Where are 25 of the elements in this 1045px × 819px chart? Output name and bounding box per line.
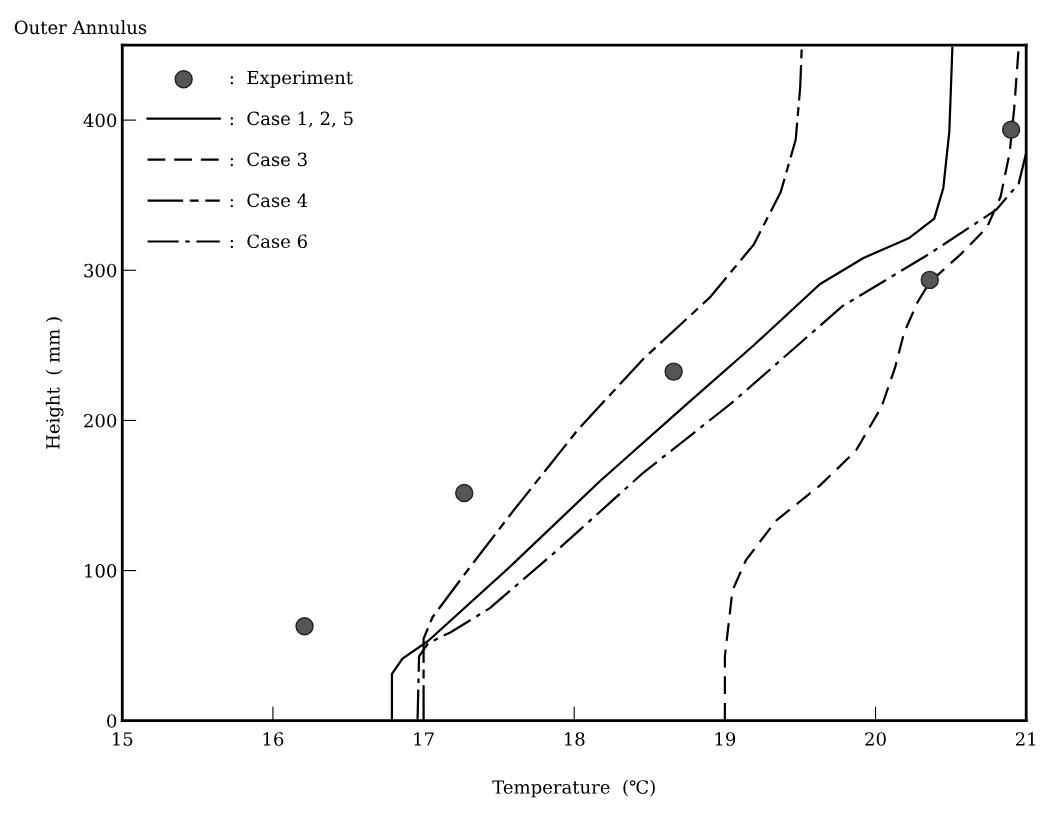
y-tick-label: 300	[84, 263, 117, 278]
point	[920, 270, 939, 290]
point	[455, 483, 474, 503]
legend-label: : Experiment	[230, 70, 353, 88]
x-tick-label: 18	[564, 732, 585, 746]
point	[664, 362, 683, 381]
legend-label: : Case 1, 2, 5	[230, 111, 353, 128]
point	[1001, 120, 1021, 139]
legend-label: : Case 6	[230, 234, 307, 249]
x-tick-label: 15	[112, 732, 133, 746]
y-tick-label: 200	[84, 413, 117, 428]
y-axis-title: Height ( mm )	[45, 317, 64, 449]
y-tick-label: 100	[85, 564, 117, 578]
y-tick-label: 400	[83, 113, 117, 128]
x-tick-label: 19	[715, 732, 736, 746]
point	[295, 617, 314, 636]
x-axis-title: Temperature (℃)	[492, 779, 655, 798]
x-tick-label: 17	[414, 732, 434, 746]
chart-title: Outer Annulus	[14, 20, 147, 35]
x-tick-label: 20	[865, 732, 886, 746]
x-tick-label: 16	[263, 732, 284, 746]
legend-label: : Case 3	[230, 152, 307, 167]
legend-label: : Case 4	[230, 193, 308, 208]
y-tick-label: 0	[107, 714, 117, 728]
x-tick-label: 21	[1015, 732, 1036, 746]
